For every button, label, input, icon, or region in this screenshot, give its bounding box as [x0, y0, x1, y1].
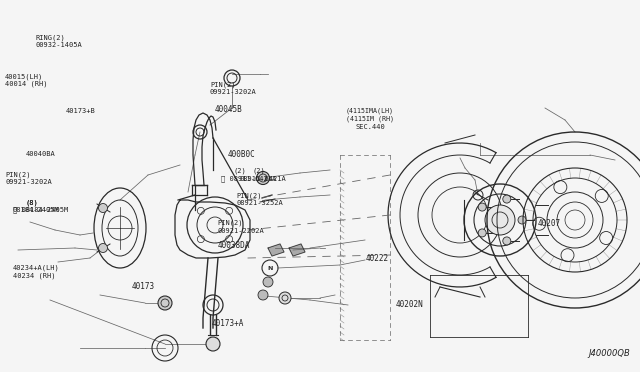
Circle shape [485, 205, 515, 235]
Circle shape [263, 277, 273, 287]
Circle shape [99, 203, 108, 212]
Circle shape [478, 229, 486, 237]
Text: Ⓑ 08184-2405M: Ⓑ 08184-2405M [13, 207, 68, 214]
Text: (8): (8) [26, 199, 38, 206]
Circle shape [99, 244, 108, 253]
Text: (4115IMA(LH): (4115IMA(LH) [346, 108, 394, 114]
Text: 40173: 40173 [131, 282, 154, 291]
Text: SEC.440: SEC.440 [355, 124, 385, 130]
Text: (2): (2) [234, 168, 246, 174]
Text: J40000QB: J40000QB [588, 349, 630, 358]
Text: PIN(2): PIN(2) [5, 171, 31, 178]
Text: 00921-2202A: 00921-2202A [218, 228, 264, 234]
Polygon shape [268, 244, 284, 256]
Text: 40222: 40222 [366, 254, 389, 263]
Text: (8): (8) [26, 199, 38, 206]
Text: PIN(2): PIN(2) [210, 81, 236, 88]
Text: (2): (2) [253, 168, 266, 174]
Text: 08184-2405M: 08184-2405M [13, 207, 60, 213]
Text: 40045B: 40045B [214, 105, 242, 114]
Text: PIN(2): PIN(2) [218, 220, 243, 227]
Circle shape [503, 237, 511, 245]
Text: PIN(2): PIN(2) [237, 192, 262, 199]
Circle shape [279, 292, 291, 304]
Circle shape [258, 290, 268, 300]
Text: 40173+A: 40173+A [211, 319, 244, 328]
Circle shape [257, 171, 269, 185]
Text: 09921-3202A: 09921-3202A [210, 89, 257, 95]
Text: (4115IM (RH): (4115IM (RH) [346, 115, 394, 122]
Polygon shape [289, 244, 305, 256]
Text: 40234+A(LH): 40234+A(LH) [13, 264, 60, 271]
Circle shape [503, 195, 511, 203]
Text: 00932-1405A: 00932-1405A [35, 42, 82, 48]
Text: 40040BA: 40040BA [26, 151, 55, 157]
Text: 40014 (RH): 40014 (RH) [5, 80, 47, 87]
Circle shape [158, 296, 172, 310]
Circle shape [478, 203, 486, 211]
Circle shape [206, 337, 220, 351]
Text: 40207: 40207 [538, 219, 561, 228]
Text: Ⓝ 08911-6421A: Ⓝ 08911-6421A [221, 175, 276, 182]
Text: 40234 (RH): 40234 (RH) [13, 272, 55, 279]
Text: 40038DA: 40038DA [218, 241, 250, 250]
Text: 400B0C: 400B0C [227, 150, 255, 159]
Text: RING(2): RING(2) [35, 35, 65, 41]
Text: 40015(LH): 40015(LH) [5, 73, 44, 80]
Circle shape [518, 216, 526, 224]
Text: 40202N: 40202N [396, 300, 423, 309]
Text: 40173+B: 40173+B [66, 108, 95, 114]
Text: N: N [268, 266, 273, 270]
Text: 09921-3202A: 09921-3202A [5, 179, 52, 185]
Text: 08921-3252A: 08921-3252A [237, 200, 284, 206]
Text: 08911-6421A: 08911-6421A [240, 176, 287, 182]
